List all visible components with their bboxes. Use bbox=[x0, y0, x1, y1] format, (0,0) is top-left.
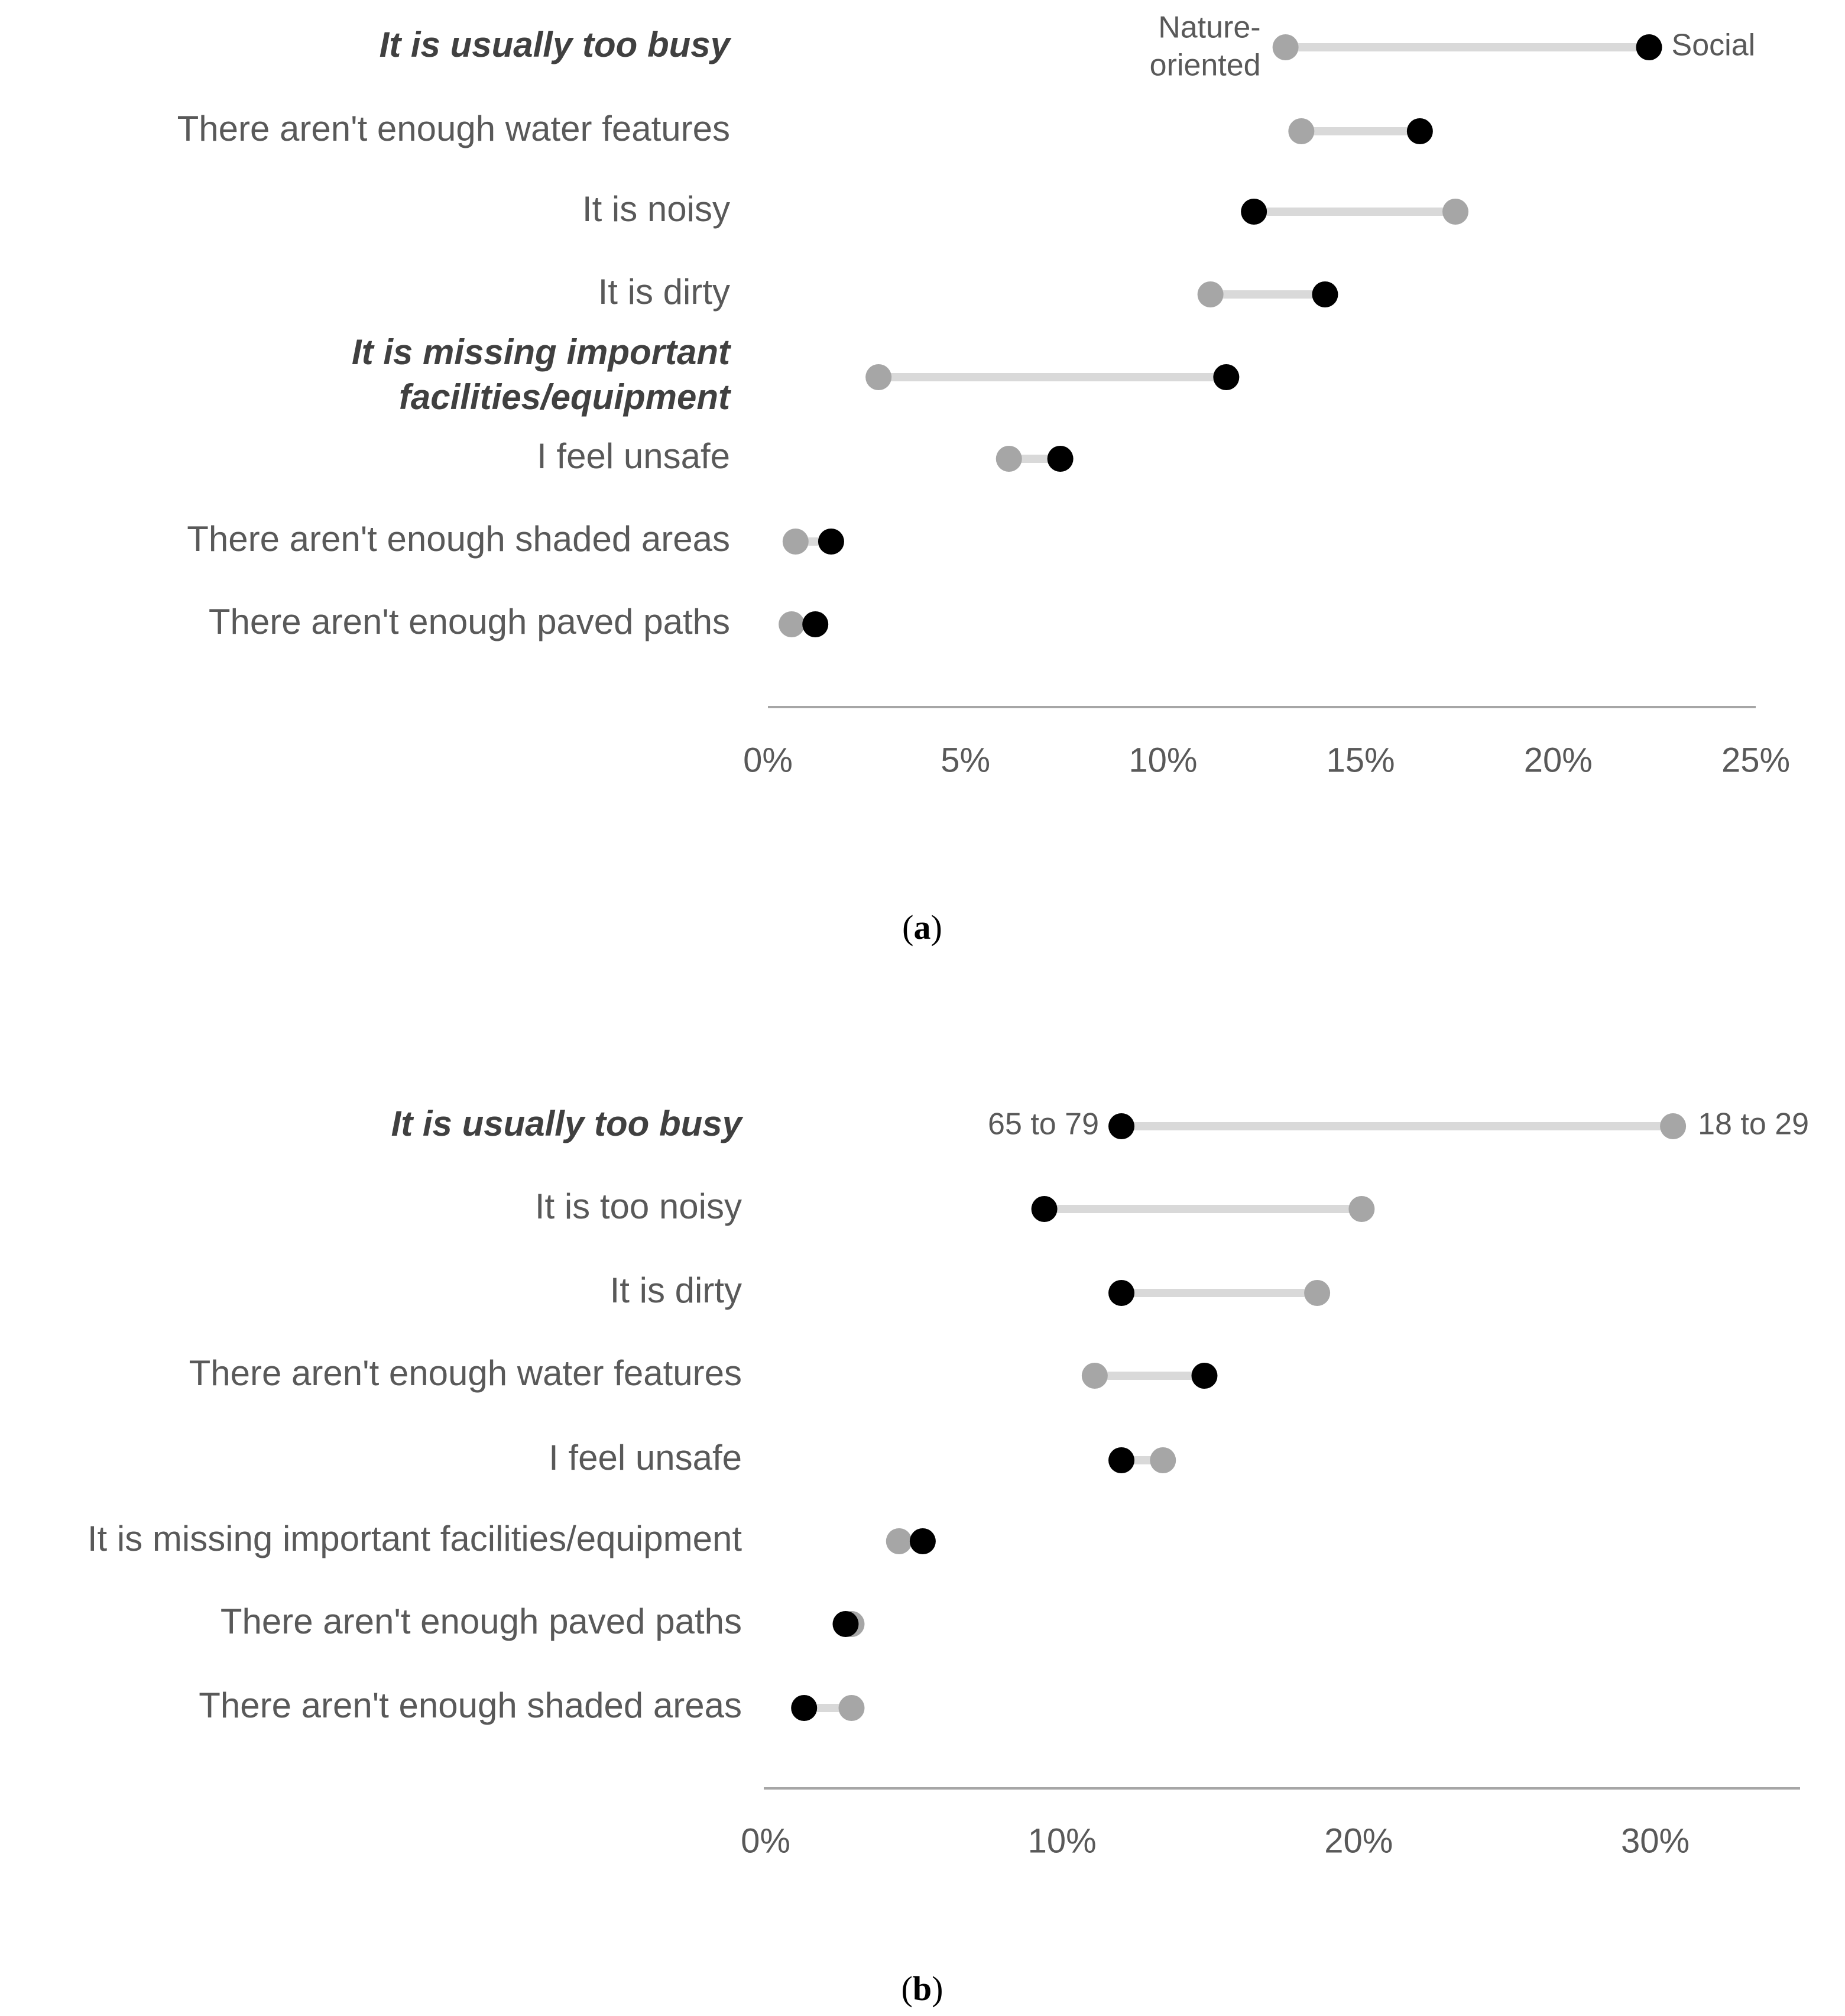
dot-18-to-29 bbox=[1081, 1363, 1108, 1389]
row-it-is-missing-important-facilities-equipment: It is missing important facilities/equip… bbox=[87, 1519, 936, 1558]
row-there-aren-t-enough-shaded-areas: There aren't enough shaded areas bbox=[187, 519, 844, 559]
row-there-aren-t-enough-shaded-areas: There aren't enough shaded areas bbox=[199, 1686, 865, 1725]
dot-nature-oriented bbox=[1288, 118, 1315, 144]
dot-65-to-79 bbox=[909, 1528, 936, 1554]
row-i-feel-unsafe: I feel unsafe bbox=[549, 1438, 1176, 1477]
series-label-65-to-79: 65 to 79 bbox=[988, 1107, 1099, 1142]
category-label: I feel unsafe bbox=[549, 1438, 742, 1477]
dot-65-to-79 bbox=[1108, 1447, 1134, 1473]
x-tick-label: 5% bbox=[941, 741, 990, 779]
dot-nature-oriented bbox=[782, 529, 809, 555]
dot-social bbox=[1312, 281, 1338, 307]
dot-social bbox=[1213, 364, 1240, 390]
category-label: There aren't enough shaded areas bbox=[187, 519, 730, 559]
panel-letter: b bbox=[913, 1969, 932, 2008]
row-there-aren-t-enough-paved-paths: There aren't enough paved paths bbox=[209, 602, 829, 641]
dot-18-to-29 bbox=[1660, 1113, 1687, 1139]
panel-b: 0% 10% 20% 30% It is usually too busy 65 to 7… bbox=[87, 1104, 1809, 2008]
dot-65-to-79 bbox=[832, 1611, 859, 1637]
dot-nature-oriented bbox=[1442, 199, 1469, 225]
category-label: It is missing important bbox=[352, 332, 732, 372]
category-label: There aren't enough shaded areas bbox=[199, 1686, 742, 1725]
row-it-is-dirty: It is dirty bbox=[610, 1270, 1331, 1310]
panel-label: (a) bbox=[902, 908, 942, 947]
dot-18-to-29 bbox=[1348, 1196, 1375, 1222]
x-tick-label: 15% bbox=[1327, 741, 1395, 779]
category-label: It is too noisy bbox=[535, 1187, 742, 1226]
panel-label: (b) bbox=[902, 1969, 943, 2008]
dot-nature-oriented bbox=[996, 446, 1022, 472]
dot-social bbox=[1406, 118, 1433, 144]
row-it-is-noisy: It is noisy bbox=[582, 189, 1469, 229]
category-label: There aren't enough paved paths bbox=[221, 1602, 742, 1641]
dot-nature-oriented bbox=[865, 364, 892, 390]
series-label-18-to-29: 18 to 29 bbox=[1698, 1107, 1809, 1142]
category-label: There aren't enough water features bbox=[177, 109, 730, 148]
dot-65-to-79 bbox=[791, 1695, 818, 1721]
x-tick-label: 20% bbox=[1324, 1821, 1393, 1860]
category-label: There aren't enough water features bbox=[189, 1353, 742, 1393]
dot-65-to-79 bbox=[1108, 1113, 1134, 1139]
row-i-feel-unsafe: I feel unsafe bbox=[537, 436, 1074, 476]
category-label: It is usually too busy bbox=[380, 25, 732, 64]
row-there-aren-t-enough-water-features: There aren't enough water features bbox=[189, 1353, 1218, 1393]
row-it-is-dirty: It is dirty bbox=[598, 272, 1338, 312]
dot-nature-oriented bbox=[1197, 281, 1224, 307]
row-there-aren-t-enough-paved-paths: There aren't enough paved paths bbox=[221, 1602, 865, 1641]
panel-letter: a bbox=[914, 908, 931, 947]
dot-social bbox=[1241, 199, 1267, 225]
x-tick-label: 10% bbox=[1129, 741, 1197, 779]
dot-nature-oriented bbox=[779, 611, 805, 637]
row-it-is-usually-too-busy: It is usually too busy bbox=[391, 1104, 1687, 1143]
dot-18-to-29 bbox=[1304, 1280, 1331, 1306]
series-label-nature-oriented: Nature- bbox=[1158, 11, 1260, 45]
x-tick-label: 0% bbox=[741, 1821, 790, 1860]
category-label: I feel unsafe bbox=[537, 436, 730, 476]
x-tick-label: 30% bbox=[1621, 1821, 1690, 1860]
category-label: There aren't enough paved paths bbox=[209, 602, 730, 641]
series-label-nature-oriented: oriented bbox=[1150, 48, 1261, 83]
dot-nature-oriented bbox=[1272, 34, 1299, 60]
row-it-is-too-noisy: It is too noisy bbox=[535, 1187, 1375, 1226]
dot-social bbox=[818, 529, 844, 555]
x-tick-label: 0% bbox=[743, 741, 793, 779]
category-label: It is usually too busy bbox=[391, 1104, 744, 1143]
dot-social bbox=[1636, 34, 1662, 60]
dot-65-to-79 bbox=[1108, 1280, 1134, 1306]
x-tick-label: 20% bbox=[1524, 741, 1593, 779]
category-label: It is noisy bbox=[582, 189, 730, 229]
dot-social bbox=[802, 611, 829, 637]
series-label-social: Social bbox=[1672, 28, 1756, 63]
category-label: It is dirty bbox=[598, 272, 730, 312]
row-it-is-missing-important-facilities-equipment: It is missing important facilities/equipm… bbox=[352, 332, 1240, 417]
category-label: facilities/equipment bbox=[399, 377, 732, 417]
row-it-is-usually-too-busy: It is usually too busy bbox=[380, 25, 1662, 64]
dot-18-to-29 bbox=[838, 1695, 865, 1721]
dot-18-to-29 bbox=[886, 1528, 912, 1554]
category-label: It is missing important facilities/equip… bbox=[87, 1519, 742, 1558]
dot-65-to-79 bbox=[1191, 1363, 1218, 1389]
row-there-aren-t-enough-water-features: There aren't enough water features bbox=[177, 109, 1433, 148]
x-tick-label: 25% bbox=[1721, 741, 1790, 779]
dot-social bbox=[1047, 446, 1074, 472]
dot-65-to-79 bbox=[1031, 1196, 1058, 1222]
x-tick-label: 10% bbox=[1028, 1821, 1097, 1860]
panel-a: 0% 5% 10% 15% 20% 25% It is usually too busy Na… bbox=[177, 11, 1790, 947]
dot-18-to-29 bbox=[1150, 1447, 1176, 1473]
category-label: It is dirty bbox=[610, 1270, 742, 1310]
